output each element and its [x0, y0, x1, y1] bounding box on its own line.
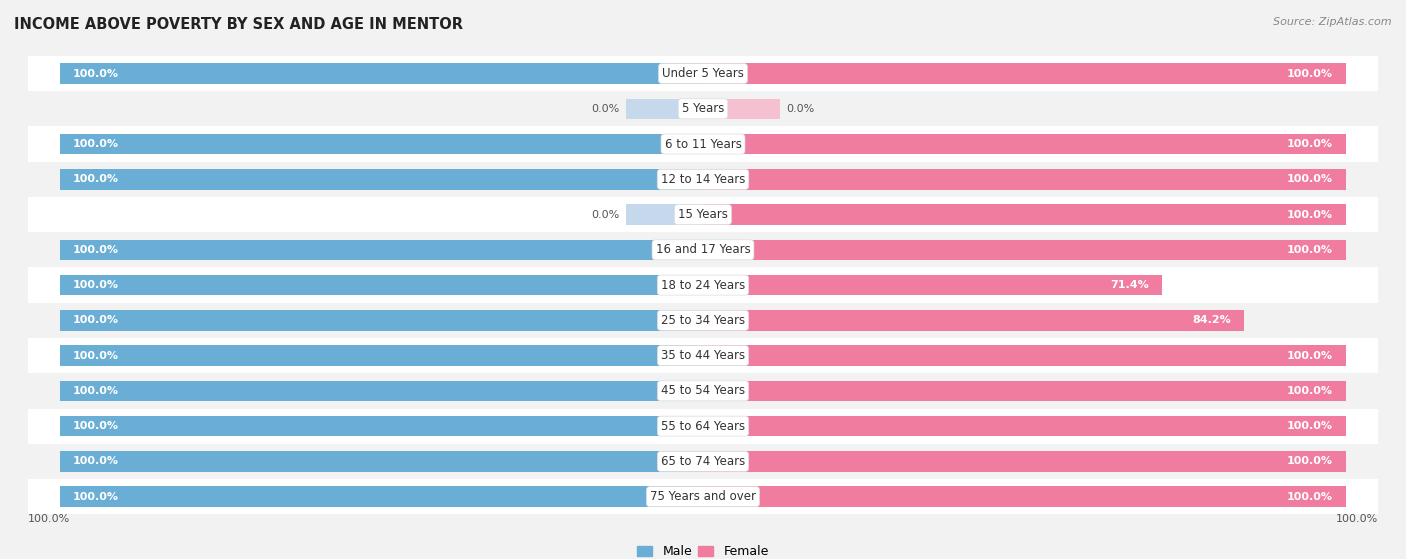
Bar — [703, 134, 1346, 154]
Text: 16 and 17 Years: 16 and 17 Years — [655, 243, 751, 257]
Text: 100.0%: 100.0% — [73, 386, 120, 396]
Bar — [28, 267, 1378, 303]
Text: INCOME ABOVE POVERTY BY SEX AND AGE IN MENTOR: INCOME ABOVE POVERTY BY SEX AND AGE IN M… — [14, 17, 463, 32]
Text: 65 to 74 Years: 65 to 74 Years — [661, 455, 745, 468]
Text: 100.0%: 100.0% — [1286, 69, 1333, 78]
Bar — [703, 275, 1161, 295]
Text: Under 5 Years: Under 5 Years — [662, 67, 744, 80]
Bar — [703, 63, 1346, 84]
Legend: Male, Female: Male, Female — [633, 540, 773, 559]
Bar — [28, 91, 1378, 126]
Bar — [60, 381, 703, 401]
Text: 100.0%: 100.0% — [1286, 350, 1333, 361]
Bar — [703, 486, 1346, 507]
Bar — [28, 126, 1378, 162]
Bar — [28, 444, 1378, 479]
Bar — [28, 373, 1378, 409]
Text: 100.0%: 100.0% — [73, 456, 120, 466]
Text: 100.0%: 100.0% — [73, 280, 120, 290]
Text: 100.0%: 100.0% — [1286, 139, 1333, 149]
Text: 12 to 14 Years: 12 to 14 Years — [661, 173, 745, 186]
Text: 100.0%: 100.0% — [28, 514, 70, 524]
Text: 15 Years: 15 Years — [678, 208, 728, 221]
Text: 0.0%: 0.0% — [591, 104, 620, 114]
Text: 25 to 34 Years: 25 to 34 Years — [661, 314, 745, 327]
Bar — [703, 310, 1244, 330]
Text: 100.0%: 100.0% — [1286, 386, 1333, 396]
Text: 100.0%: 100.0% — [73, 245, 120, 255]
Text: 71.4%: 71.4% — [1111, 280, 1149, 290]
Bar — [626, 98, 703, 119]
Text: 5 Years: 5 Years — [682, 102, 724, 115]
Bar — [703, 381, 1346, 401]
Text: 100.0%: 100.0% — [1286, 210, 1333, 220]
Bar — [60, 169, 703, 190]
Bar — [60, 486, 703, 507]
Bar — [60, 134, 703, 154]
Text: 100.0%: 100.0% — [73, 315, 120, 325]
Bar — [28, 162, 1378, 197]
Bar — [60, 451, 703, 472]
Text: 100.0%: 100.0% — [73, 69, 120, 78]
Text: 18 to 24 Years: 18 to 24 Years — [661, 278, 745, 292]
Text: 35 to 44 Years: 35 to 44 Years — [661, 349, 745, 362]
Bar — [703, 416, 1346, 437]
Text: 100.0%: 100.0% — [73, 421, 120, 431]
Bar — [703, 451, 1346, 472]
Text: 100.0%: 100.0% — [1286, 245, 1333, 255]
Text: 100.0%: 100.0% — [73, 350, 120, 361]
Text: Source: ZipAtlas.com: Source: ZipAtlas.com — [1274, 17, 1392, 27]
Text: 75 Years and over: 75 Years and over — [650, 490, 756, 503]
Text: 45 to 54 Years: 45 to 54 Years — [661, 385, 745, 397]
Bar — [60, 416, 703, 437]
Text: 100.0%: 100.0% — [73, 174, 120, 184]
Text: 0.0%: 0.0% — [786, 104, 815, 114]
Bar — [60, 275, 703, 295]
Bar — [60, 345, 703, 366]
Bar — [28, 479, 1378, 514]
Bar — [60, 240, 703, 260]
Text: 0.0%: 0.0% — [591, 210, 620, 220]
Bar — [28, 303, 1378, 338]
Bar — [28, 232, 1378, 267]
Text: 6 to 11 Years: 6 to 11 Years — [665, 138, 741, 150]
Bar — [28, 409, 1378, 444]
Text: 100.0%: 100.0% — [1336, 514, 1378, 524]
Text: 84.2%: 84.2% — [1192, 315, 1232, 325]
Bar — [703, 345, 1346, 366]
Bar — [28, 338, 1378, 373]
Bar — [703, 169, 1346, 190]
Bar — [626, 205, 703, 225]
Bar — [703, 240, 1346, 260]
Text: 100.0%: 100.0% — [1286, 421, 1333, 431]
Text: 100.0%: 100.0% — [73, 492, 120, 501]
Bar — [28, 56, 1378, 91]
Bar — [703, 205, 1346, 225]
Bar — [703, 98, 780, 119]
Text: 100.0%: 100.0% — [1286, 456, 1333, 466]
Text: 100.0%: 100.0% — [1286, 174, 1333, 184]
Text: 100.0%: 100.0% — [1286, 492, 1333, 501]
Bar — [60, 63, 703, 84]
Text: 55 to 64 Years: 55 to 64 Years — [661, 420, 745, 433]
Bar — [60, 310, 703, 330]
Text: 100.0%: 100.0% — [73, 139, 120, 149]
Bar — [28, 197, 1378, 232]
